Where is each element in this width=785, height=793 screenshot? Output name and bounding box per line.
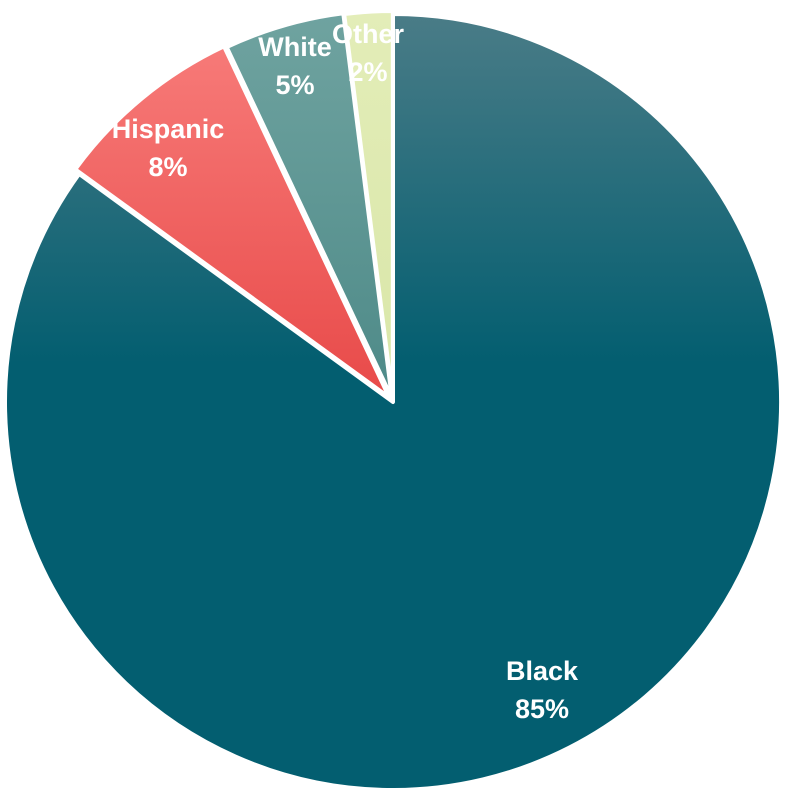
slice-value-black: 85%: [515, 694, 569, 724]
slice-label-white: White: [258, 32, 332, 62]
slice-value-hispanic: 8%: [148, 152, 187, 182]
pie-slice-black: [3, 12, 783, 792]
slice-value-other: 2%: [348, 57, 387, 87]
slice-value-white: 5%: [275, 70, 314, 100]
pie-slice-hispanic: [73, 44, 392, 400]
pie-slices: [3, 9, 783, 792]
slice-label-other: Other: [332, 19, 405, 49]
pie-labels: Black 85% Hispanic 8% White 5% Other 2%: [112, 19, 579, 724]
slice-label-black: Black: [506, 656, 579, 686]
slice-label-hispanic: Hispanic: [112, 114, 225, 144]
pie-slice-other: [342, 9, 395, 402]
